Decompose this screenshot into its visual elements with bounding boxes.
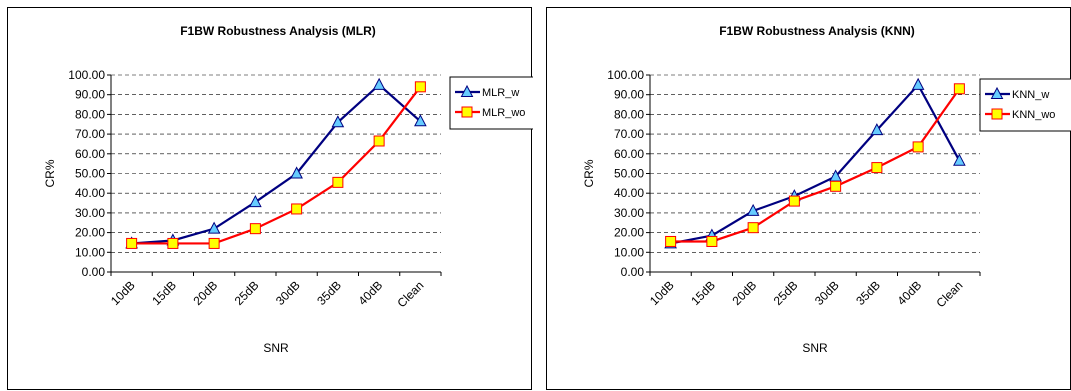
y-tick-label: 30.00 xyxy=(614,206,644,220)
data-point-KNN_wo xyxy=(788,195,800,207)
chart-panel-knn: F1BW Robustness Analysis (KNN) 0.00 10.00 2… xyxy=(546,7,1071,390)
y-tick-label: 60.00 xyxy=(75,147,105,161)
x-tick-label: 15dB xyxy=(149,278,179,308)
x-tick-label: 30dB xyxy=(812,278,842,308)
data-point-MLR_w xyxy=(249,194,262,208)
data-point-KNN_wo xyxy=(665,235,677,247)
data-point-KNN_w xyxy=(870,123,884,136)
data-point-MLR_wo xyxy=(332,176,344,188)
y-tick-label: 80.00 xyxy=(614,107,644,121)
y-tick-label: 10.00 xyxy=(75,245,105,259)
legend-label: MLR_w xyxy=(482,87,519,99)
y-axis-label: CR% xyxy=(43,159,57,187)
data-point-KNN_wo xyxy=(830,180,842,192)
legend-marker-MLR_w xyxy=(460,84,474,97)
data-point-KNN_w xyxy=(911,77,925,90)
series-line-KNN_wo xyxy=(670,88,961,243)
x-axis-label: SNR xyxy=(802,341,828,355)
x-tick-label: 25dB xyxy=(232,278,262,308)
data-point-KNN_wo xyxy=(953,83,965,95)
legend-label: MLR_wo xyxy=(482,107,525,119)
y-tick-label: 0.00 xyxy=(82,265,106,279)
legend-marker-KNN_w xyxy=(990,86,1004,99)
x-tick-label: 40dB xyxy=(895,278,925,308)
series-line-MLR_w xyxy=(131,83,422,245)
data-point-KNN_wo xyxy=(706,235,718,247)
x-tick-label: 30dB xyxy=(273,278,303,308)
y-tick-label: 20.00 xyxy=(614,226,644,240)
y-tick-label: 100.00 xyxy=(68,68,105,82)
legend-box xyxy=(449,76,533,130)
legend-marker-MLR_wo xyxy=(461,106,473,118)
x-tick-label: 10dB xyxy=(647,278,677,308)
data-point-MLR_wo xyxy=(208,237,220,249)
data-point-MLR_w xyxy=(414,114,427,127)
x-axis-label: SNR xyxy=(263,341,289,355)
data-point-KNN_wo xyxy=(912,141,924,153)
data-point-KNN_wo xyxy=(871,162,883,174)
x-tick-label: 40dB xyxy=(356,278,386,308)
y-tick-label: 50.00 xyxy=(75,167,105,181)
y-tick-label: 90.00 xyxy=(75,88,105,102)
data-point-MLR_wo xyxy=(291,203,303,215)
data-point-MLR_w xyxy=(207,221,221,234)
data-point-MLR_wo xyxy=(373,135,385,147)
x-tick-label: 35dB xyxy=(314,278,344,308)
legend-label: KNN_w xyxy=(1012,89,1049,101)
y-tick-label: 80.00 xyxy=(75,107,105,121)
series-line-MLR_wo xyxy=(131,86,422,245)
x-tick-label: 20dB xyxy=(730,278,760,308)
x-tick-label: 25dB xyxy=(771,278,801,308)
y-tick-label: 60.00 xyxy=(614,147,644,161)
chart-title: F1BW Robustness Analysis (MLR) xyxy=(180,24,376,38)
legend-box xyxy=(979,78,1071,132)
y-axis-label: CR% xyxy=(582,159,596,187)
data-point-MLR_w xyxy=(372,77,386,90)
y-tick-label: 10.00 xyxy=(614,245,644,259)
x-tick-label: 35dB xyxy=(853,278,883,308)
data-point-MLR_w xyxy=(290,166,303,179)
data-point-KNN_w xyxy=(953,153,966,166)
series-line-KNN_w xyxy=(670,82,961,245)
data-point-MLR_wo xyxy=(167,237,179,249)
data-point-MLR_w xyxy=(331,115,345,128)
x-tick-label: 15dB xyxy=(688,278,718,308)
y-tick-label: 40.00 xyxy=(614,186,644,200)
legend-marker-KNN_wo xyxy=(991,108,1003,120)
y-tick-label: 20.00 xyxy=(75,226,105,240)
x-tick-label: 10dB xyxy=(108,278,138,308)
y-tick-label: 90.00 xyxy=(614,88,644,102)
data-point-MLR_wo xyxy=(126,237,138,249)
chart-title: F1BW Robustness Analysis (KNN) xyxy=(719,24,915,38)
chart-panel-mlr: F1BW Robustness Analysis (MLR) 0.00 10.00 2… xyxy=(7,7,533,390)
x-tick-label: 20dB xyxy=(191,278,221,308)
y-tick-label: 50.00 xyxy=(614,167,644,181)
chart-svg-mlr: F1BW Robustness Analysis (MLR) 0.00 10.00 2… xyxy=(43,24,533,355)
y-tick-label: 30.00 xyxy=(75,206,105,220)
x-tick-label: Clean xyxy=(933,278,965,310)
y-tick-label: 70.00 xyxy=(614,127,644,141)
y-tick-label: 0.00 xyxy=(621,265,645,279)
legend-label: KNN_wo xyxy=(1012,109,1055,121)
data-point-KNN_w xyxy=(746,203,760,216)
x-tick-label: Clean xyxy=(394,278,426,310)
data-point-KNN_wo xyxy=(747,222,759,234)
y-tick-label: 40.00 xyxy=(75,186,105,200)
data-point-MLR_wo xyxy=(414,81,426,93)
chart-svg-knn: F1BW Robustness Analysis (KNN) 0.00 10.00 2… xyxy=(582,24,1071,355)
y-tick-label: 70.00 xyxy=(75,127,105,141)
data-point-MLR_wo xyxy=(249,223,261,235)
y-tick-label: 100.00 xyxy=(607,68,644,82)
